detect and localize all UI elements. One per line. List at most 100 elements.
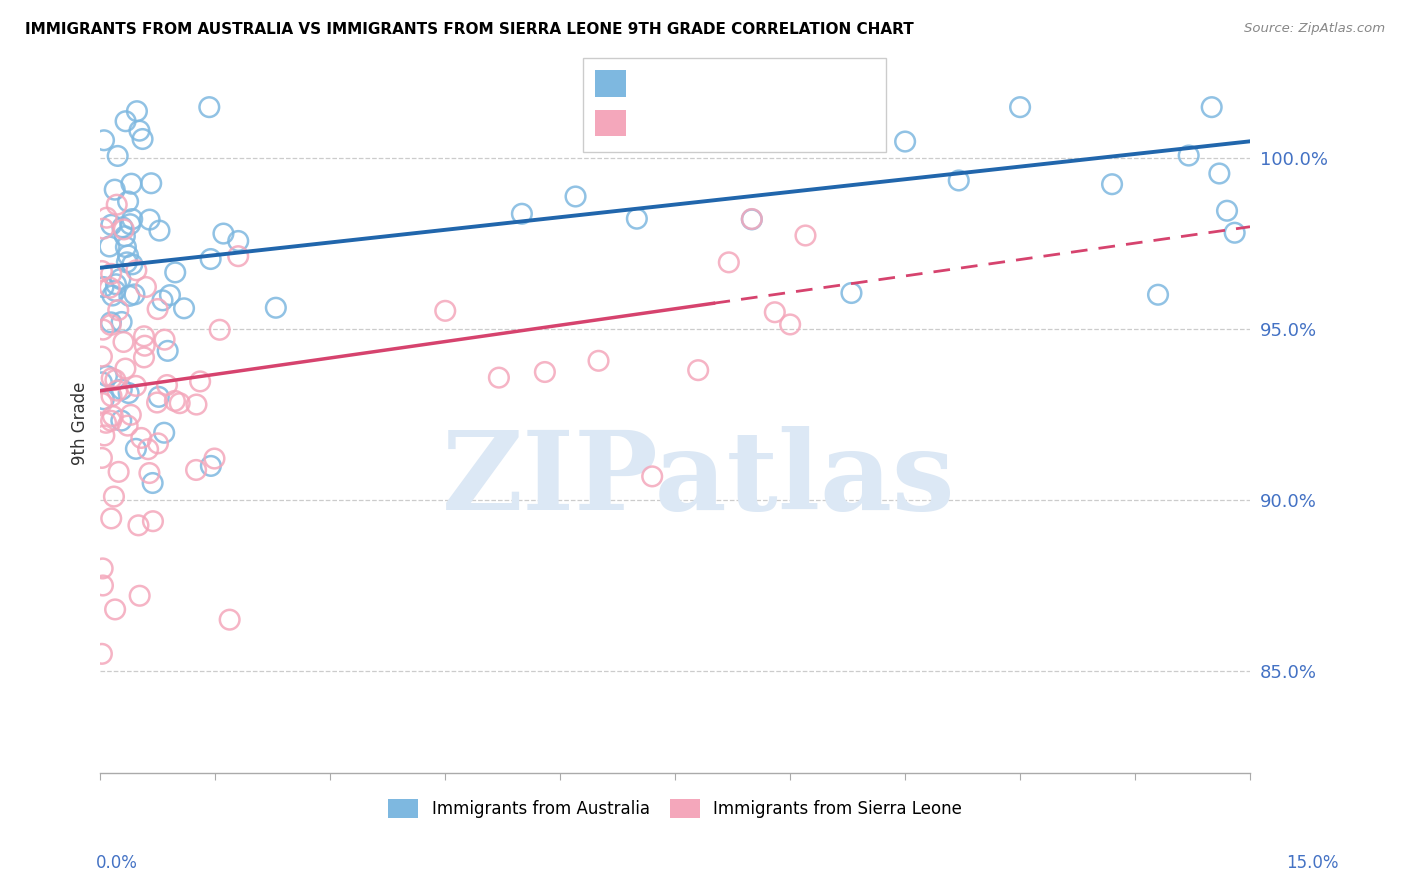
Point — [226, 234, 249, 248]
Point — [91, 561, 114, 575]
Point — [114, 114, 136, 128]
Point — [104, 602, 127, 616]
Point — [110, 272, 132, 286]
Point — [165, 265, 187, 279]
Point — [90, 376, 112, 390]
Point — [156, 378, 179, 392]
Point — [107, 149, 129, 163]
Point — [91, 578, 114, 592]
Legend: Immigrants from Australia, Immigrants from Sierra Leone: Immigrants from Australia, Immigrants fr… — [382, 792, 969, 824]
Point — [1201, 100, 1223, 114]
Point — [817, 117, 839, 131]
Point — [148, 224, 170, 238]
Point — [208, 323, 231, 337]
Point — [200, 458, 222, 473]
Point — [96, 369, 118, 384]
Point — [124, 287, 146, 301]
Point — [107, 465, 129, 479]
Point — [90, 647, 112, 661]
Point — [717, 255, 740, 269]
Point — [173, 301, 195, 316]
Point — [112, 222, 135, 236]
Point — [1223, 226, 1246, 240]
Point — [104, 284, 127, 298]
Point — [93, 280, 115, 294]
Point — [156, 343, 179, 358]
Point — [117, 418, 139, 433]
Point — [94, 416, 117, 430]
Point — [188, 375, 211, 389]
Point — [104, 373, 127, 387]
Point — [741, 212, 763, 227]
Point — [159, 288, 181, 302]
Point — [488, 370, 510, 384]
Point — [107, 303, 129, 318]
Point — [588, 353, 610, 368]
Text: 0.0%: 0.0% — [96, 855, 138, 872]
Point — [136, 442, 159, 457]
Point — [117, 194, 139, 209]
Point — [100, 315, 122, 329]
Point — [779, 318, 801, 332]
Point — [117, 248, 139, 262]
Point — [110, 414, 132, 428]
Point — [534, 365, 557, 379]
Text: 15.0%: 15.0% — [1286, 855, 1339, 872]
Point — [100, 218, 122, 232]
Point — [688, 363, 710, 377]
Point — [101, 409, 124, 423]
Point — [120, 217, 142, 231]
Point — [948, 173, 970, 187]
Point — [1147, 287, 1170, 301]
Point — [1101, 178, 1123, 192]
Point — [741, 212, 763, 227]
Point — [105, 384, 128, 398]
Text: R = 0.241   N = 70: R = 0.241 N = 70 — [637, 113, 821, 131]
Point — [146, 301, 169, 316]
Point — [138, 466, 160, 480]
Point — [212, 227, 235, 241]
Point — [93, 133, 115, 147]
Point — [93, 392, 115, 407]
Point — [96, 211, 118, 225]
Point — [1216, 203, 1239, 218]
Point — [90, 264, 112, 278]
Text: Source: ZipAtlas.com: Source: ZipAtlas.com — [1244, 22, 1385, 36]
Point — [132, 351, 155, 365]
Point — [146, 436, 169, 450]
Point — [93, 428, 115, 442]
Point — [142, 475, 165, 490]
Point — [1177, 148, 1199, 162]
Point — [100, 267, 122, 281]
Point — [98, 281, 121, 295]
Point — [125, 104, 148, 119]
Point — [117, 386, 139, 401]
Point — [129, 431, 152, 445]
Point — [794, 228, 817, 243]
Point — [841, 285, 863, 300]
Point — [1010, 100, 1032, 114]
Point — [91, 323, 114, 337]
Point — [115, 240, 138, 254]
Point — [120, 177, 142, 191]
Point — [121, 212, 143, 227]
Point — [564, 189, 586, 203]
Point — [264, 301, 287, 315]
Point — [894, 135, 917, 149]
Point — [100, 511, 122, 525]
Y-axis label: 9th Grade: 9th Grade — [72, 382, 89, 465]
Point — [120, 408, 142, 422]
Point — [131, 132, 153, 146]
Point — [198, 100, 221, 114]
Point — [111, 315, 134, 329]
Point — [510, 207, 533, 221]
Point — [186, 398, 208, 412]
Point — [641, 469, 664, 483]
Point — [135, 280, 157, 294]
Point — [204, 451, 226, 466]
Point — [148, 390, 170, 404]
Point — [141, 176, 163, 190]
Point — [100, 389, 122, 403]
Point — [434, 303, 457, 318]
Point — [112, 334, 135, 349]
